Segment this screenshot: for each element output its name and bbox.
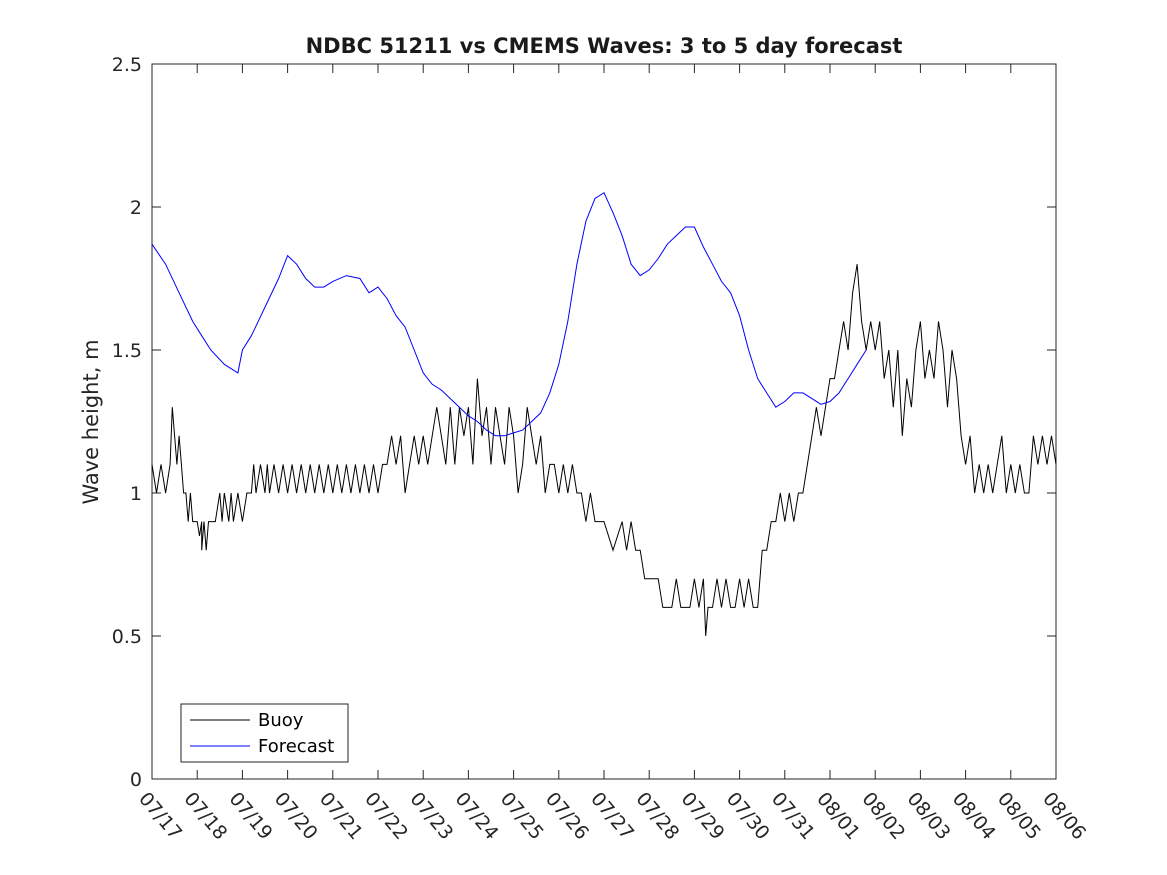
y-tick-label: 0 <box>130 769 142 791</box>
legend: Buoy Forecast <box>180 703 349 763</box>
y-tick-label: 1 <box>130 483 142 505</box>
y-axis-label: Wave height, m <box>79 339 103 504</box>
y-tick-label: 1.5 <box>112 340 142 362</box>
series-line-forecast <box>151 191 867 437</box>
legend-buoy-label: Buoy <box>258 710 304 731</box>
series-line-buoy <box>151 264 1057 637</box>
legend-box <box>180 703 349 763</box>
legend-forecast-label: Forecast <box>258 736 334 757</box>
y-tick-label: 0.5 <box>112 626 142 648</box>
y-tick-label: 2 <box>130 197 142 219</box>
chart-title: NDBC 51211 vs CMEMS Waves: 3 to 5 day fo… <box>306 34 903 58</box>
y-tick-label: 2.5 <box>112 54 142 76</box>
